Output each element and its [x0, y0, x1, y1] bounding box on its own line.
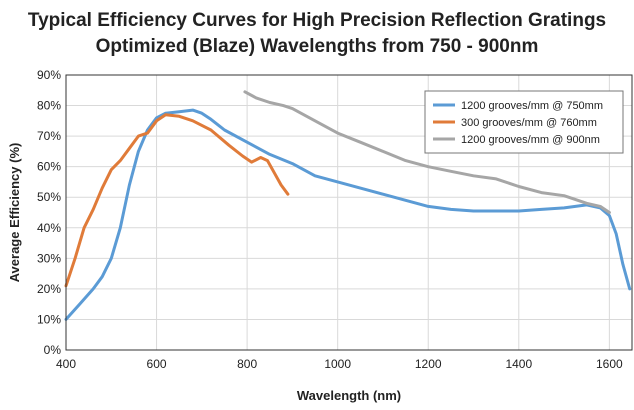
y-tick-label: 70% [37, 129, 61, 143]
y-tick-label: 0% [44, 343, 62, 357]
y-tick-label: 10% [37, 312, 61, 326]
chart-title-line-2: Optimized (Blaze) Wavelengths from 750 -… [95, 36, 539, 57]
x-tick-label: 1600 [596, 357, 623, 371]
y-axis-title: Average Efficiency (%) [7, 143, 22, 283]
series-line-2 [64, 113, 290, 288]
x-tick-label: 1400 [505, 357, 532, 371]
legend: 1200 grooves/mm @ 750mm 300 grooves/mm @ … [424, 90, 624, 154]
chart-title-line-1: Typical Efficiency Curves for High Preci… [27, 10, 607, 31]
series-line-3 [243, 90, 611, 214]
y-tick-label: 20% [37, 282, 61, 296]
y-tick-label: 80% [37, 99, 61, 113]
y-tick-label: 90% [37, 68, 61, 82]
x-tick-label: 400 [56, 357, 76, 371]
x-tick-label: 600 [147, 357, 167, 371]
legend-box [424, 90, 624, 154]
legend-label-2: 300 grooves/mm @ 760mm [461, 117, 597, 129]
legend-label-1: 1200 grooves/mm @ 750mm [461, 100, 603, 112]
y-tick-label: 60% [37, 160, 61, 174]
y-tick-label: 30% [37, 251, 61, 265]
series-layer [64, 90, 632, 321]
x-tick-label: 1000 [324, 357, 351, 371]
x-tick-label: 1200 [415, 357, 442, 371]
tick-layer: 0% 10% 20% 30% 40% 50% 60% 70% 80% 90% 400 600 800 10… [37, 68, 623, 371]
y-tick-label: 40% [37, 221, 61, 235]
series-line-1 [64, 108, 632, 321]
y-tick-label: 50% [37, 190, 61, 204]
x-tick-label: 800 [237, 357, 257, 371]
x-axis-title: Wavelength (nm) [297, 388, 401, 403]
legend-label-3: 1200 grooves/mm @ 900nm [461, 134, 600, 146]
plot-frame [65, 74, 633, 351]
